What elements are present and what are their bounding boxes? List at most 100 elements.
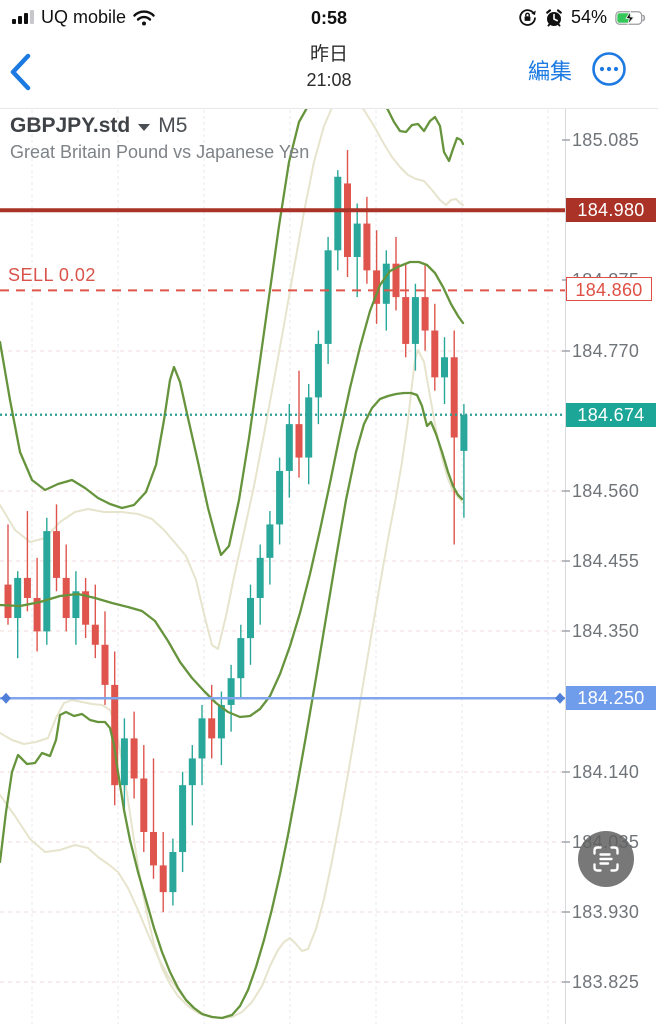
candle-body bbox=[150, 831, 157, 866]
chart-region: GBPJPY.std M5 Great Britain Pound vs Jap… bbox=[0, 108, 658, 1024]
candle-body bbox=[441, 357, 448, 378]
candle-body bbox=[227, 678, 235, 705]
symbol-timeframe-selector[interactable]: GBPJPY.std M5 bbox=[10, 114, 309, 138]
candle-body bbox=[460, 414, 468, 451]
candle-body bbox=[82, 591, 90, 625]
candle-body bbox=[62, 577, 70, 619]
price-tick-label: 183.930 bbox=[572, 902, 640, 922]
price-tick-label: 184.455 bbox=[572, 551, 640, 571]
candle-body bbox=[305, 397, 313, 458]
candle-body bbox=[411, 297, 419, 344]
candle-body bbox=[314, 343, 322, 398]
candle-body bbox=[72, 591, 80, 619]
candle-body bbox=[140, 778, 148, 832]
candle-body bbox=[431, 330, 439, 378]
candle-body bbox=[450, 357, 458, 438]
candle-body bbox=[247, 597, 254, 639]
candle-body bbox=[285, 424, 293, 471]
candle-body bbox=[217, 704, 225, 739]
back-button[interactable] bbox=[8, 52, 48, 96]
candle-body bbox=[198, 718, 206, 759]
nav-date-label: 昨日 bbox=[309, 44, 348, 65]
nav-time-label: 21:08 bbox=[306, 70, 352, 90]
orientation-lock-icon bbox=[519, 9, 536, 26]
candle-body bbox=[256, 557, 264, 598]
candle-body bbox=[159, 865, 167, 893]
candle-body bbox=[179, 785, 187, 853]
price-badge: 184.860 bbox=[566, 277, 652, 301]
alarm-clock-icon bbox=[546, 8, 562, 26]
envelope-upper-line bbox=[0, 108, 464, 650]
price-tick-label: 184.350 bbox=[572, 621, 640, 641]
candlestick-chart bbox=[0, 108, 570, 1024]
candle-body bbox=[295, 424, 303, 458]
candle-body bbox=[208, 718, 216, 739]
candle-body bbox=[111, 684, 119, 786]
symbol-label: GBPJPY.std bbox=[10, 114, 131, 137]
candle-body bbox=[402, 297, 410, 344]
bollinger-band-lines bbox=[0, 108, 465, 1020]
candle-body bbox=[4, 584, 12, 619]
battery-percent-label: 54% bbox=[570, 7, 607, 27]
candle-body bbox=[53, 531, 60, 578]
candle-body bbox=[373, 270, 381, 304]
support-line-diamond-handle[interactable] bbox=[1, 692, 11, 704]
price-badge: 184.250 bbox=[566, 686, 656, 710]
clock-label: 0:58 bbox=[310, 8, 348, 28]
candle-body bbox=[237, 638, 245, 679]
battery-charging-icon bbox=[615, 10, 646, 25]
candle-body bbox=[324, 250, 332, 344]
envelope-lower-line bbox=[0, 349, 464, 1019]
timeframe-label: M5 bbox=[158, 114, 188, 137]
wifi-icon bbox=[133, 9, 155, 25]
plot-border bbox=[0, 108, 658, 109]
candle-body bbox=[33, 597, 41, 632]
price-tick-label: 184.140 bbox=[572, 762, 640, 782]
chart-header: GBPJPY.std M5 Great Britain Pound vs Jap… bbox=[10, 114, 309, 163]
moving-average-line bbox=[0, 260, 465, 719]
candle-body bbox=[130, 738, 138, 779]
candle-body bbox=[188, 758, 196, 786]
navigation-bar: 昨日 21:08 編集 bbox=[0, 38, 658, 108]
sell-order-label: SELL 0.02 bbox=[8, 265, 96, 285]
candle-body bbox=[43, 531, 51, 632]
symbol-description: Great Britain Pound vs Japanese Yen bbox=[10, 142, 310, 162]
price-tick-label: 185.085 bbox=[572, 130, 640, 150]
candle-body bbox=[14, 577, 22, 619]
price-tick-label: 184.770 bbox=[572, 341, 640, 361]
candle-body bbox=[101, 644, 109, 685]
more-options-button[interactable] bbox=[590, 50, 628, 88]
price-tick-label: 183.825 bbox=[572, 972, 640, 992]
candle-body bbox=[276, 470, 284, 525]
support-line-diamond-handle[interactable] bbox=[555, 692, 565, 704]
chart-plot-area[interactable] bbox=[0, 108, 565, 1024]
scan-button[interactable] bbox=[578, 831, 634, 887]
edit-button[interactable]: 編集 bbox=[527, 59, 572, 84]
candle-body bbox=[363, 223, 371, 271]
price-level-lines bbox=[0, 208, 565, 704]
candle-body bbox=[382, 263, 390, 304]
scan-text-icon bbox=[593, 846, 619, 872]
candle-body bbox=[344, 183, 351, 257]
bollinger-lower-line bbox=[0, 391, 464, 1020]
candle-body bbox=[120, 738, 128, 786]
ellipsis-circle-icon bbox=[592, 52, 626, 86]
cell-signal-icon bbox=[12, 10, 34, 24]
candle-body bbox=[334, 176, 342, 251]
candle-body bbox=[392, 263, 400, 298]
nav-title: 昨日 21:08 bbox=[229, 42, 429, 92]
candle-body bbox=[91, 624, 99, 645]
candle-body bbox=[353, 223, 361, 257]
triangle-down-icon bbox=[138, 124, 151, 131]
candle-body bbox=[23, 577, 31, 598]
price-badge: 184.980 bbox=[566, 198, 656, 222]
carrier-label: UQ mobile bbox=[41, 7, 127, 27]
status-bar: UQ mobile 0:58 54% bbox=[0, 0, 658, 38]
candle-body bbox=[169, 852, 177, 893]
candle-body bbox=[266, 524, 274, 558]
chevron-left-icon bbox=[10, 53, 31, 91]
price-tick-label: 184.560 bbox=[572, 481, 640, 501]
bollinger-upper-line bbox=[0, 108, 465, 557]
price-badge: 184.674 bbox=[566, 403, 656, 427]
